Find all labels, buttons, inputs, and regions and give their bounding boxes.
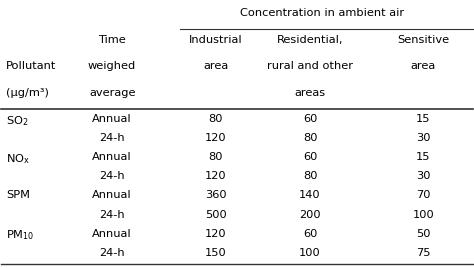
Text: 24-h: 24-h — [100, 210, 125, 219]
Text: 24-h: 24-h — [100, 248, 125, 258]
Text: Concentration in ambient air: Concentration in ambient air — [240, 8, 404, 18]
Text: 200: 200 — [299, 210, 321, 219]
Text: Industrial: Industrial — [189, 35, 243, 44]
Text: Annual: Annual — [92, 114, 132, 124]
Text: 30: 30 — [416, 172, 430, 181]
Text: 80: 80 — [303, 172, 317, 181]
Text: 500: 500 — [205, 210, 227, 219]
Text: 24-h: 24-h — [100, 133, 125, 143]
Text: areas: areas — [294, 88, 326, 98]
Text: 100: 100 — [299, 248, 321, 258]
Text: 80: 80 — [209, 152, 223, 162]
Text: 15: 15 — [416, 114, 430, 124]
Text: Residential,: Residential, — [277, 35, 343, 44]
Text: 120: 120 — [205, 133, 227, 143]
Text: 60: 60 — [303, 229, 317, 239]
Text: area: area — [410, 61, 436, 71]
Text: $\mathrm{NO_x}$: $\mathrm{NO_x}$ — [6, 152, 30, 166]
Text: Annual: Annual — [92, 191, 132, 200]
Text: average: average — [89, 88, 136, 98]
Text: Pollutant: Pollutant — [6, 61, 56, 71]
Text: 80: 80 — [209, 114, 223, 124]
Text: rural and other: rural and other — [267, 61, 353, 71]
Text: 75: 75 — [416, 248, 430, 258]
Text: 360: 360 — [205, 191, 227, 200]
Text: $\mathrm{SO_2}$: $\mathrm{SO_2}$ — [6, 114, 28, 128]
Text: SPM: SPM — [6, 191, 30, 200]
Text: Annual: Annual — [92, 152, 132, 162]
Text: 120: 120 — [205, 172, 227, 181]
Text: 70: 70 — [416, 191, 430, 200]
Text: Time: Time — [98, 35, 126, 44]
Text: (μg/m³): (μg/m³) — [6, 88, 49, 98]
Text: weighed: weighed — [88, 61, 136, 71]
Text: 100: 100 — [412, 210, 434, 219]
Text: Sensitive: Sensitive — [397, 35, 449, 44]
Text: 30: 30 — [416, 133, 430, 143]
Text: $\mathrm{PM_{10}}$: $\mathrm{PM_{10}}$ — [6, 229, 35, 243]
Text: 15: 15 — [416, 152, 430, 162]
Text: 150: 150 — [205, 248, 227, 258]
Text: 80: 80 — [303, 133, 317, 143]
Text: 120: 120 — [205, 229, 227, 239]
Text: 60: 60 — [303, 152, 317, 162]
Text: area: area — [203, 61, 228, 71]
Text: 60: 60 — [303, 114, 317, 124]
Text: 24-h: 24-h — [100, 172, 125, 181]
Text: 50: 50 — [416, 229, 430, 239]
Text: Annual: Annual — [92, 229, 132, 239]
Text: 140: 140 — [299, 191, 321, 200]
